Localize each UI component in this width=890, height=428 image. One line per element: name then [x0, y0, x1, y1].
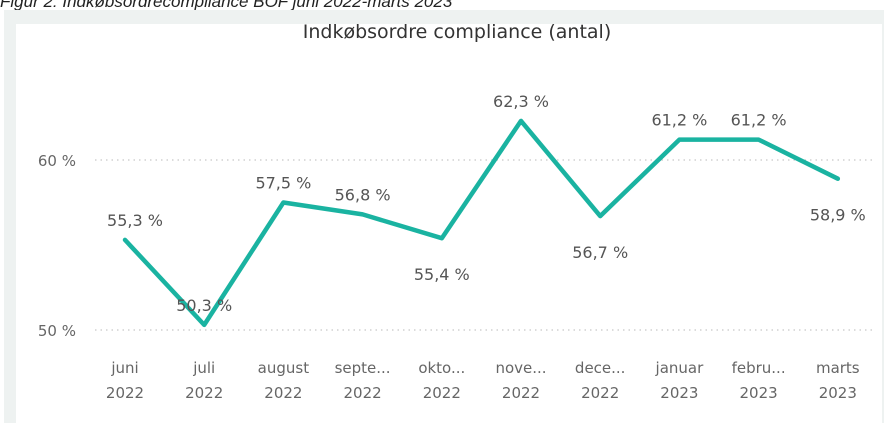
data-label: 50,3 % [176, 296, 232, 315]
data-label: 57,5 % [255, 174, 311, 193]
data-label: 55,3 % [107, 211, 163, 230]
x-tick-label: dece... 2022 [575, 359, 626, 402]
x-tick-label: januar 2023 [655, 359, 705, 402]
data-label: 56,7 % [572, 243, 628, 262]
y-tick-label: 50 % [38, 322, 76, 340]
data-label: 61,2 % [731, 111, 787, 130]
x-tick-label: okto... 2022 [418, 359, 465, 402]
x-tick-label: juni 2022 [106, 359, 144, 402]
series-line [122, 118, 841, 328]
figure-caption: Figur 2: Indkøbsordrecompliance BOF juni… [0, 0, 453, 11]
gridlines [95, 159, 876, 331]
data-label: 58,9 % [810, 206, 866, 225]
chart-frame [4, 10, 884, 428]
x-tick-label: nove... 2022 [495, 359, 546, 402]
x-tick-label: august 2022 [258, 359, 310, 402]
data-label: 61,2 % [651, 111, 707, 130]
data-label: 62,3 % [493, 92, 549, 111]
chart-title: Indkøbsordre compliance (antal) [303, 21, 612, 43]
x-tick-label: septe... 2022 [335, 359, 391, 402]
x-tick-label: juli 2022 [185, 359, 223, 402]
x-axis-ticks: juni 2022 juli 2022 august 2022 septe... 2022 ok… [106, 359, 860, 402]
data-label: 56,8 % [335, 185, 391, 204]
data-labels: 55,3 % 50,3 % 57,5 % 56,8 % 55,4 % 62,3 % 56,7… [107, 92, 866, 315]
x-tick-label: febru... 2023 [732, 359, 786, 402]
x-tick-label: marts 2023 [816, 359, 860, 402]
y-tick-label: 60 % [38, 152, 76, 170]
data-label: 55,4 % [414, 265, 470, 284]
y-axis-ticks: 50 % 60 % [38, 152, 76, 340]
